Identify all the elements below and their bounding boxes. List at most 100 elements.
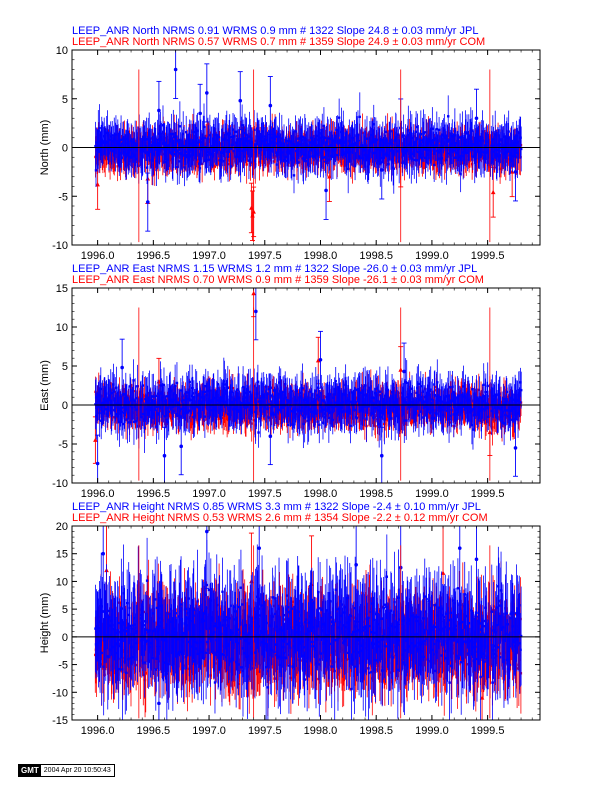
data-point — [485, 140, 488, 143]
data-point — [147, 142, 150, 145]
data-point — [388, 139, 392, 143]
data-point — [207, 158, 211, 161]
data-point — [184, 154, 187, 157]
data-point — [299, 135, 302, 138]
data-point — [387, 142, 391, 145]
data-point — [298, 143, 302, 146]
data-point — [498, 167, 502, 171]
data-point — [163, 142, 166, 145]
data-point — [385, 418, 388, 421]
data-point — [154, 394, 157, 398]
data-point — [267, 399, 270, 402]
data-point — [508, 154, 511, 157]
data-point — [167, 410, 171, 413]
data-point — [365, 158, 368, 161]
data-point — [156, 392, 160, 395]
data-point — [169, 151, 173, 154]
data-point — [238, 143, 241, 147]
data-point — [265, 410, 268, 414]
data-point — [160, 138, 163, 141]
data-point — [302, 158, 305, 162]
data-point — [449, 145, 452, 148]
data-point — [159, 135, 163, 139]
data-point — [131, 151, 134, 155]
data-point — [143, 426, 146, 429]
data-point — [250, 149, 254, 152]
data-point — [344, 404, 348, 408]
data-point — [457, 147, 460, 150]
data-point — [355, 134, 358, 137]
data-point — [398, 150, 401, 153]
data-point — [458, 136, 462, 139]
data-point — [258, 161, 261, 164]
data-point — [173, 135, 176, 139]
data-point — [102, 140, 105, 143]
data-point — [426, 153, 430, 156]
data-point — [197, 162, 201, 165]
data-point — [125, 397, 129, 400]
data-point — [458, 155, 461, 159]
data-point — [144, 145, 148, 148]
y-tick-label: 0 — [62, 143, 68, 155]
data-point — [310, 137, 313, 141]
data-point — [387, 162, 390, 166]
data-point — [304, 138, 307, 142]
data-point — [213, 133, 217, 136]
data-point — [324, 188, 328, 193]
data-point — [506, 137, 510, 140]
data-point — [326, 140, 329, 143]
data-point — [125, 153, 128, 156]
data-point — [483, 140, 487, 143]
data-point — [118, 146, 122, 150]
data-point — [330, 144, 333, 147]
data-point — [346, 167, 350, 171]
data-point — [251, 141, 255, 145]
data-point — [122, 392, 125, 396]
data-point — [193, 143, 196, 146]
data-point — [106, 134, 109, 137]
data-point — [141, 149, 144, 152]
data-point — [499, 138, 503, 141]
data-point — [465, 151, 468, 155]
data-point — [446, 140, 450, 143]
data-point — [434, 145, 438, 148]
data-point — [357, 155, 361, 158]
data-point — [510, 145, 513, 148]
data-point — [95, 141, 98, 144]
data-point — [459, 154, 463, 158]
data-point — [335, 153, 339, 157]
data-point — [435, 127, 438, 131]
data-point — [392, 167, 395, 170]
data-point — [409, 142, 412, 145]
data-point — [447, 152, 451, 155]
data-point — [301, 135, 304, 138]
data-point — [502, 396, 506, 399]
data-point — [423, 147, 426, 151]
data-point — [407, 408, 410, 411]
data-point — [172, 152, 176, 156]
data-point — [139, 148, 143, 151]
data-point — [368, 153, 371, 157]
data-point — [240, 124, 244, 127]
data-point — [467, 144, 470, 148]
data-point — [133, 142, 137, 145]
data-point — [321, 404, 325, 407]
data-point — [341, 138, 344, 141]
data-point — [481, 130, 484, 133]
data-point — [427, 140, 431, 143]
data-point — [512, 147, 515, 150]
data-point — [116, 414, 119, 418]
data-point — [431, 156, 434, 159]
data-point — [154, 135, 157, 138]
data-point — [165, 395, 169, 398]
panel-title-jpl: LEEP_ANR North NRMS 0.91 WRMS 0.9 mm # 1… — [72, 25, 478, 37]
data-point — [229, 165, 232, 168]
data-point — [232, 149, 236, 153]
data-point — [432, 397, 436, 400]
data-point — [334, 146, 337, 150]
data-point — [171, 405, 175, 408]
data-point — [161, 147, 164, 150]
data-point — [200, 412, 204, 415]
data-point — [325, 149, 329, 153]
data-point — [478, 139, 482, 143]
